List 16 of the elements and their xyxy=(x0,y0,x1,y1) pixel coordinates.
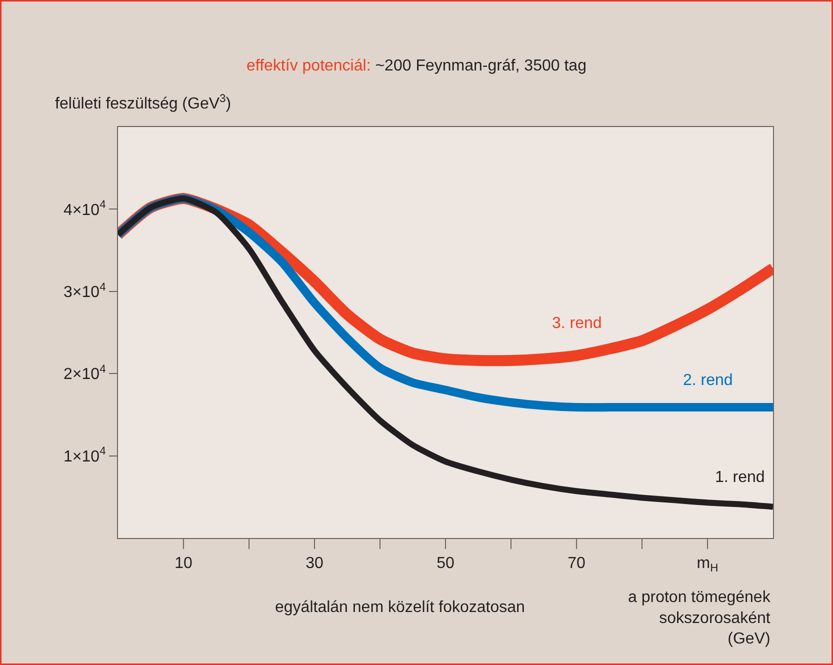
y-tick-label: 4×10$^{4}$ xyxy=(64,199,106,219)
y-tick-label: 3×10$^{4}$ xyxy=(64,281,106,301)
x-axis-title: a proton tömegének sokszorosaként (GeV) xyxy=(628,589,772,648)
series-label: 3. rend xyxy=(552,315,602,332)
y-axis-title: felületi feszültség (GeV$^{3}$) xyxy=(55,93,232,113)
y-tick-label: 1×10$^{4}$ xyxy=(64,446,106,466)
x-tick-label: 50 xyxy=(436,555,454,572)
y-tick-label: 2×10$^{4}$ xyxy=(64,363,106,384)
x-tick-label: 70 xyxy=(568,555,586,572)
series-label: 1. rend xyxy=(715,469,765,486)
x-tick-label: 10 xyxy=(174,555,192,572)
chart-title: effektív potenciál: ~200 Feynman-gráf, 3500 tag xyxy=(246,58,586,75)
x-tick-label: m$_{H}$ xyxy=(696,555,718,575)
x-tick-label: 30 xyxy=(306,555,324,572)
text: egyáltalán nem közelít fokozatosan xyxy=(275,599,525,616)
series-label: 2. rend xyxy=(683,372,733,389)
